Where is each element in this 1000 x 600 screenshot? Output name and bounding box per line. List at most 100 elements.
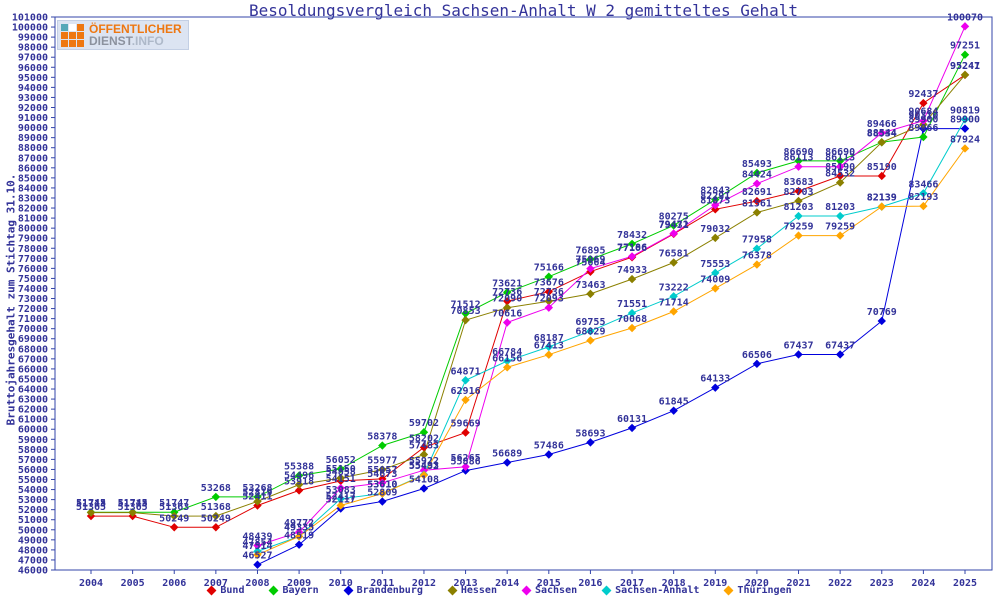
data-label-brandenburg: 64133: [700, 374, 730, 385]
data-label-bund: 55057: [367, 465, 397, 476]
marker-bund: [877, 171, 886, 181]
x-tick-label: 2021: [786, 578, 810, 589]
data-label-bayern: 51745: [76, 498, 106, 509]
data-label-thüringen: 49335: [284, 522, 314, 533]
y-tick-label: 95000: [18, 73, 48, 84]
data-label-thüringen: 87924: [950, 134, 980, 145]
data-label-bayern: 89066: [908, 123, 938, 134]
marker-brandenburg: [794, 350, 803, 359]
marker-brandenburg: [752, 359, 762, 369]
marker-hessen: [211, 511, 221, 521]
data-label-sachsen: 79471: [659, 219, 689, 230]
marker-sachsen: [877, 128, 886, 138]
data-label-bayern: 82843: [700, 186, 730, 197]
marker-bund: [461, 428, 470, 437]
data-label-hessen: 74933: [617, 265, 647, 276]
data-label-thüringen: 68829: [575, 326, 605, 337]
logo-square-3: [61, 31, 68, 39]
y-tick-label: 68000: [18, 344, 48, 355]
data-label-bayern: 80275: [659, 211, 689, 222]
data-label-brandenburg: 56689: [492, 449, 522, 460]
data-label-hessen: 73463: [575, 280, 605, 291]
legend-marker-bayern: [269, 585, 279, 596]
y-tick-label: 49000: [18, 535, 48, 546]
y-tick-label: 94000: [18, 83, 48, 94]
data-label-bayern: 73621: [492, 278, 522, 289]
data-label-sachsen: 86113: [825, 153, 855, 164]
marker-sachsen-anhalt: [794, 211, 803, 221]
data-label-bund: 85190: [825, 162, 855, 173]
data-label-brandenburg: 55886: [451, 457, 481, 468]
data-label-bayern: 56052: [326, 455, 356, 466]
data-label-sachsen-anhalt: 71551: [617, 299, 647, 310]
data-label-brandenburg: 46527: [242, 551, 272, 562]
legend-item-sachsen: Sachsen: [521, 585, 578, 596]
data-label-bund: 54858: [326, 467, 356, 478]
y-tick-label: 87000: [18, 153, 48, 164]
marker-bayern: [586, 255, 595, 264]
legend-item-thüringen: Thüringen: [723, 585, 792, 596]
data-label-bayern: 51745: [118, 498, 148, 509]
legend-item-bund: Bund: [206, 585, 244, 596]
logo-square-5: [77, 31, 84, 39]
marker-hessen: [336, 473, 345, 483]
data-label-thüringen: 76378: [742, 251, 772, 262]
marker-hessen: [253, 497, 262, 506]
data-label-brandenburg: 89900: [908, 115, 938, 126]
y-tick-label: 83000: [18, 193, 48, 204]
marker-thüringen: [627, 323, 637, 333]
logo-text-line2: DIENST.INFO: [89, 35, 182, 47]
marker-sachsen-anhalt: [711, 268, 720, 278]
y-tick-label: 70000: [18, 324, 48, 335]
logo-square-0: [61, 23, 68, 31]
data-label-hessen: 51713: [118, 499, 148, 510]
legend-label-sachsen-anhalt: Sachsen-Anhalt: [615, 585, 700, 596]
legend-label-sachsen: Sachsen: [534, 585, 578, 596]
legend-marker-brandenburg: [343, 585, 354, 596]
marker-sachsen: [752, 179, 762, 188]
marker-hessen: [170, 511, 179, 521]
data-label-bund: 95241: [950, 61, 980, 72]
data-label-bund: 50249: [159, 513, 189, 524]
data-label-brandenburg: 60131: [617, 414, 647, 425]
logo-square-8: [77, 39, 84, 47]
data-label-hessen: 84532: [825, 169, 855, 180]
y-tick-label: 96000: [18, 63, 48, 74]
data-label-sachsen-anhalt: 53083: [326, 485, 356, 496]
data-label-thüringen: 79259: [825, 222, 855, 233]
data-label-sachsen-anhalt: 69755: [575, 317, 605, 328]
data-label-hessen: 51368: [201, 502, 231, 513]
data-label-hessen: 52819: [242, 487, 272, 498]
marker-hessen: [419, 450, 429, 459]
y-tick-label: 90000: [18, 123, 48, 134]
marker-brandenburg: [419, 484, 429, 493]
y-tick-label: 82000: [18, 204, 48, 215]
data-label-sachsen: 86113: [783, 153, 813, 164]
x-tick-label: 2013: [454, 578, 478, 589]
legend-label-brandenburg: Brandenburg: [356, 585, 423, 596]
logo-square-4: [69, 31, 76, 39]
data-label-hessen: 55977: [367, 456, 397, 467]
x-tick-label: 2016: [578, 578, 602, 589]
y-tick-label: 56000: [18, 465, 48, 476]
data-label-sachsen-anhalt: 66784: [492, 347, 522, 358]
marker-brandenburg: [544, 450, 554, 459]
y-tick-label: 88000: [18, 143, 48, 154]
data-label-bund: 59669: [451, 419, 481, 430]
data-label-hessen: 54496: [284, 471, 314, 482]
marker-thüringen: [461, 395, 470, 405]
marker-sachsen: [627, 252, 637, 261]
data-label-brandenburg: 70769: [867, 307, 897, 318]
data-label-bayern: 85493: [742, 159, 772, 170]
chart-legend: Bund Bayern Brandenburg Hessen Sachsen Sachse…: [0, 585, 1000, 596]
series-line-bund: [91, 74, 966, 528]
x-tick-label: 2011: [370, 578, 394, 589]
marker-hessen: [627, 274, 637, 284]
data-label-sachsen: 48439: [242, 531, 272, 542]
y-tick-label: 58000: [18, 445, 48, 456]
data-label-thüringen: 82193: [908, 192, 938, 203]
marker-bayern: [419, 428, 429, 437]
data-label-sachsen: 84424: [742, 170, 772, 181]
marker-hessen: [86, 508, 96, 517]
